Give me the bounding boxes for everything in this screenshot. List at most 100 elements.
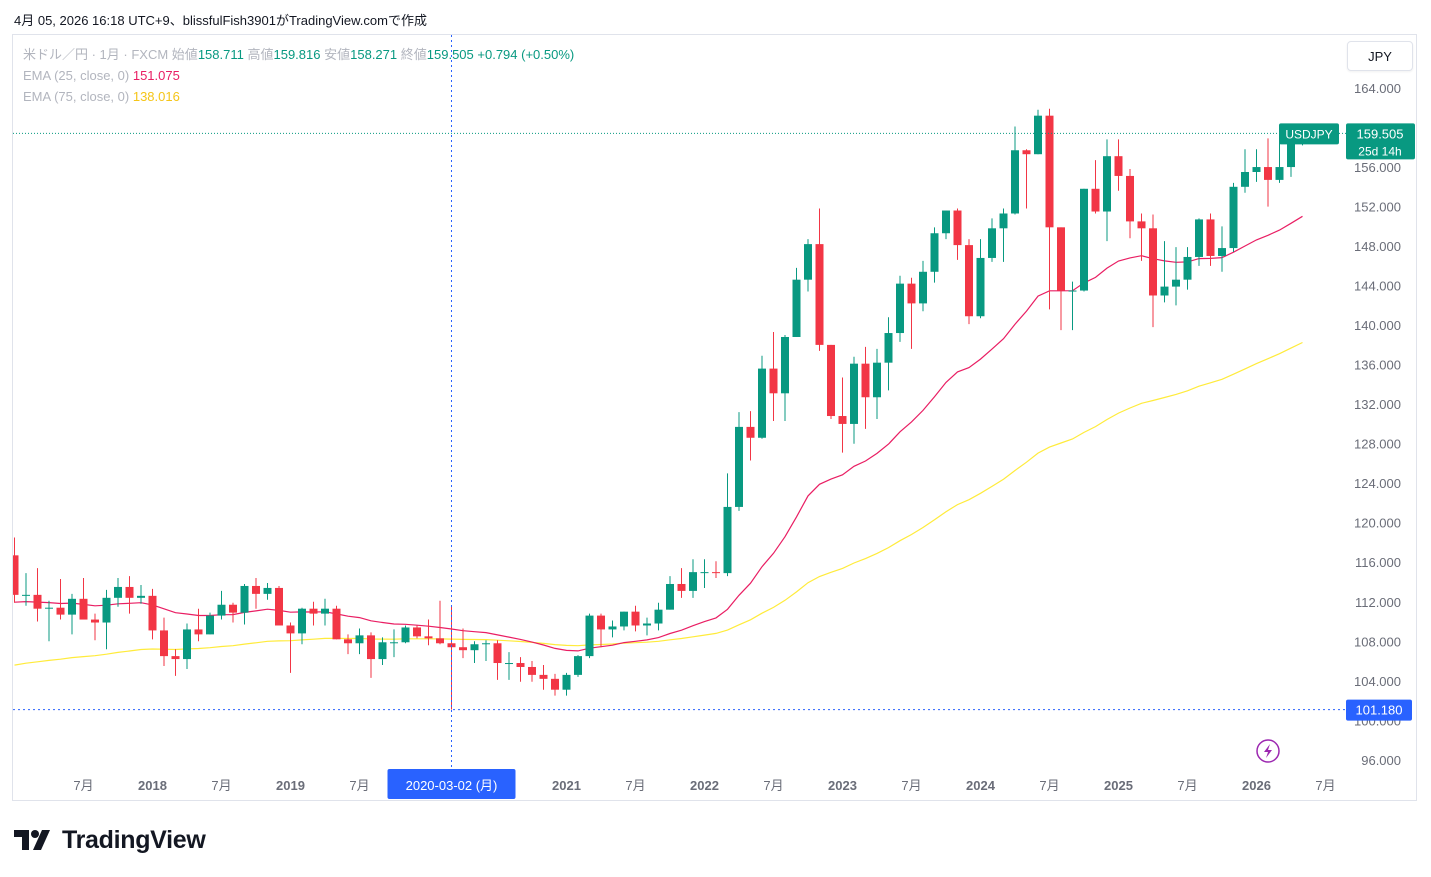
candle-down	[769, 332, 778, 421]
time-axis: 7月 2018 7月 2019 7月 2021 7月 2022 7月 2023 7月 2024 7月 20…	[73, 778, 1335, 793]
price-tick-label: 144.000	[1354, 279, 1401, 294]
candle-body	[654, 609, 663, 624]
legend-ema25-row[interactable]: EMA (25, close, 0) 151.075	[23, 65, 574, 86]
candle-body	[838, 416, 847, 424]
candle-body	[689, 572, 697, 591]
candle-body	[1045, 115, 1054, 228]
candle-body	[1195, 219, 1203, 257]
axis-labels-layer: USDJPY 159.505 25d 14h 101.180 2020-03-02 (月…	[387, 123, 1415, 799]
chart-pane[interactable]: 164.000160.000156.000152.000148.000144.0…	[12, 34, 1417, 801]
price-tick-label: 148.000	[1354, 239, 1401, 254]
candle-down	[1045, 108, 1054, 310]
candle-up	[850, 356, 858, 444]
currency-button[interactable]: JPY	[1347, 41, 1413, 71]
candle-body	[1252, 167, 1261, 172]
candle-body	[965, 245, 973, 317]
candle-up	[976, 239, 985, 319]
candle-down	[1114, 139, 1123, 191]
legend-ema75-row[interactable]: EMA (75, close, 0) 138.016	[23, 86, 574, 107]
candle-body	[401, 627, 410, 643]
candle-up	[700, 559, 709, 588]
open-label: 始値	[171, 47, 198, 62]
candle-body	[183, 629, 191, 660]
candle-up	[884, 317, 893, 391]
ema25-layer	[14, 215, 1303, 652]
candle-body	[309, 608, 318, 614]
candle-up	[666, 576, 674, 610]
candle-body	[160, 630, 168, 657]
candle-down	[677, 568, 686, 598]
candle-up	[574, 655, 582, 677]
candle-down	[1091, 160, 1100, 214]
price-chart[interactable]: 164.000160.000156.000152.000148.000144.0…	[13, 35, 1416, 800]
candle-body	[907, 283, 916, 304]
candle-up	[355, 628, 364, 655]
candle-down	[148, 588, 157, 640]
candle-body	[574, 656, 582, 675]
price-tick-label: 104.000	[1354, 674, 1401, 689]
ema75-label: EMA (75, close, 0)	[23, 89, 130, 104]
candle-up	[942, 210, 950, 240]
candle-body	[758, 368, 766, 438]
time-tick-label: 7月	[349, 778, 369, 793]
candle-body	[33, 594, 42, 609]
candle-body	[608, 626, 617, 630]
candle-up	[505, 652, 513, 680]
candle-down	[493, 640, 502, 680]
ema75-line	[14, 341, 1303, 666]
price-tick-label: 112.000	[1355, 595, 1401, 610]
candle-up	[1080, 188, 1088, 292]
candle-up	[1011, 126, 1019, 215]
open-value: 158.711	[197, 47, 244, 62]
candle-down	[309, 601, 318, 626]
candle-body	[1287, 141, 1295, 168]
candle-up	[620, 611, 628, 631]
candle-up	[240, 583, 249, 625]
candle-down	[332, 605, 341, 640]
crosshair-layer	[13, 35, 1355, 769]
candle-up	[1218, 226, 1226, 272]
candle-down	[160, 617, 168, 666]
lightning-icon[interactable]	[1256, 739, 1280, 763]
candle-up	[999, 208, 1008, 262]
candle-body	[344, 639, 352, 644]
candle-down	[1149, 214, 1157, 328]
candle-body	[378, 642, 387, 660]
candle-down	[746, 411, 755, 461]
candle-body	[562, 674, 571, 690]
price-axis: 164.000160.000156.000152.000148.000144.0…	[1354, 81, 1401, 768]
candle-body	[700, 572, 709, 574]
ema25-value: 151.075	[132, 68, 180, 83]
candle-up	[1160, 241, 1169, 303]
candle-up	[183, 623, 191, 669]
price-tick-label: 124.000	[1354, 476, 1401, 491]
crosshair-time-tag-bg	[387, 769, 516, 799]
candle-up	[22, 573, 30, 606]
candle-body	[459, 647, 467, 651]
candle-body	[263, 587, 272, 594]
symbol-description[interactable]: 米ドル／円 · 1月 · FXCM	[23, 47, 169, 62]
candle-up	[896, 275, 904, 342]
candle-down	[1126, 169, 1134, 239]
candle-up	[401, 625, 410, 644]
candles-layer	[13, 108, 1307, 710]
candle-body	[1241, 171, 1249, 187]
candle-down	[424, 619, 433, 646]
candle-up	[608, 620, 617, 638]
time-tick-label: 7月	[1177, 778, 1197, 793]
close-value: 159.505	[426, 47, 474, 62]
candle-body	[1080, 188, 1088, 291]
candle-body	[355, 635, 364, 644]
time-tick-label: 2024	[966, 778, 996, 793]
ema25-line	[14, 215, 1303, 652]
tradingview-logo[interactable]: TradingView	[14, 826, 206, 854]
price-tick-label: 136.000	[1354, 358, 1401, 373]
tradingview-logo-text: TradingView	[62, 825, 206, 854]
price-tick-label: 128.000	[1354, 437, 1401, 452]
time-tick-label: 2021	[552, 778, 581, 793]
candle-body	[597, 615, 605, 630]
price-tick-label: 132.000	[1354, 397, 1401, 412]
price-tick-label: 164.000	[1354, 81, 1401, 96]
candle-down	[861, 346, 870, 429]
candle-body	[229, 604, 237, 613]
